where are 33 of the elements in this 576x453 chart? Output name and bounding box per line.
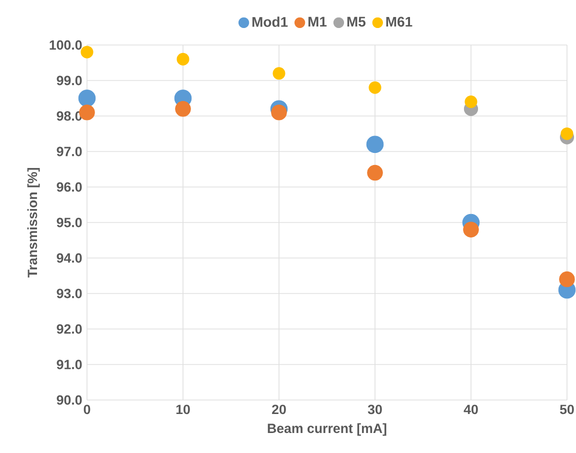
legend-label: M61	[386, 16, 412, 27]
y-tick-label: 100.0	[50, 40, 82, 50]
x-axis-title: Beam current [mA]	[268, 423, 386, 436]
legend-label: Mod1	[252, 16, 288, 27]
point	[366, 136, 384, 154]
y-tick-label: 95.0	[56, 218, 82, 228]
point	[272, 67, 286, 80]
point	[176, 52, 190, 66]
y-tick-label: 97.0	[56, 146, 82, 156]
point	[463, 222, 479, 238]
x-tick-label: 0	[84, 404, 90, 414]
point	[80, 46, 94, 58]
y-tick-label: 94.0	[56, 253, 82, 263]
y-tick-label: 93.0	[56, 288, 82, 298]
x-tick-label: 20	[272, 404, 286, 414]
legend-label: M1	[308, 16, 327, 26]
x-tick-label: 10	[176, 404, 190, 414]
x-tick-label: 30	[368, 404, 382, 414]
y-tick-label: 91.0	[56, 360, 82, 370]
point	[175, 101, 191, 117]
y-tick-label: 90.0	[56, 395, 82, 405]
y-axis-title: Transmission [%]	[27, 168, 40, 278]
point	[78, 90, 96, 107]
x-tick-label: 40	[464, 404, 478, 414]
point	[464, 96, 478, 108]
point	[367, 164, 383, 181]
point	[368, 81, 382, 94]
point	[271, 104, 287, 120]
y-tick-label: 99.0	[56, 76, 82, 86]
y-tick-label: 96.0	[56, 182, 82, 192]
legend-label: M5	[347, 16, 366, 27]
x-tick-label: 50	[560, 404, 574, 414]
y-tick-label: 92.0	[56, 324, 82, 334]
